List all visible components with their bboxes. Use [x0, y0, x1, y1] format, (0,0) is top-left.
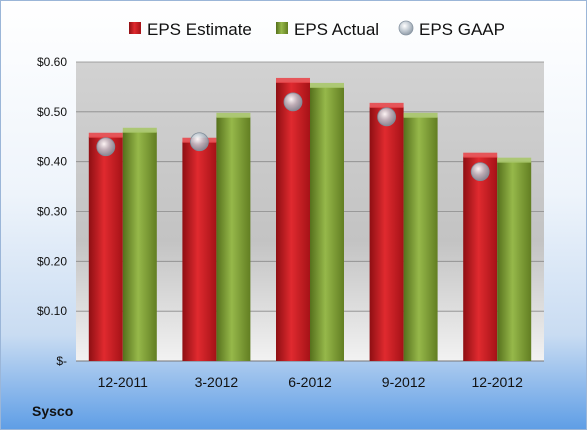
- bar-eps-estimate-cap: [463, 152, 498, 158]
- bar-eps-estimate: [463, 156, 498, 361]
- legend-item-actual: EPS Actual: [276, 20, 379, 39]
- x-tick-label: 9-2012: [382, 374, 426, 390]
- y-tick-label: $0.10: [37, 304, 67, 318]
- legend-item-gaap: EPS GAAP: [398, 20, 505, 39]
- legend-swatch-estimate: [129, 22, 141, 34]
- bar-eps-actual-cap: [216, 112, 251, 118]
- x-tick-label: 12-2012: [472, 374, 524, 390]
- legend-label-gaap: EPS GAAP: [419, 20, 505, 39]
- y-tick-label: $0.30: [37, 205, 67, 219]
- bar-eps-actual: [122, 131, 157, 361]
- legend-swatch-actual: [276, 22, 288, 34]
- bars: [88, 77, 532, 362]
- legend-swatch-gaap: [398, 20, 414, 36]
- bar-eps-actual-cap: [122, 127, 157, 133]
- bar-eps-actual-cap: [403, 112, 438, 118]
- bar-eps-actual: [403, 116, 438, 361]
- bar-eps-estimate-cap: [88, 132, 123, 138]
- x-axis-labels: 12-2011 3-2012 6-2012 9-2012 12-2012: [98, 374, 523, 390]
- bar-eps-actual-cap: [310, 82, 344, 88]
- marker-eps-gaap: [96, 137, 116, 157]
- bar-eps-estimate-cap: [369, 102, 404, 108]
- y-tick-label: $0.60: [37, 55, 67, 69]
- legend: EPS Estimate EPS Actual EPS GAAP: [129, 20, 505, 39]
- bar-eps-estimate: [276, 81, 310, 361]
- bar-eps-estimate-cap: [276, 77, 310, 83]
- marker-eps-gaap: [470, 162, 490, 182]
- x-tick-label: 6-2012: [288, 374, 332, 390]
- marker-eps-gaap: [283, 92, 303, 112]
- y-axis-ticks: $- $0.10 $0.20 $0.30 $0.40 $0.50 $0.60: [37, 55, 67, 368]
- legend-label-estimate: EPS Estimate: [147, 20, 252, 39]
- marker-eps-gaap: [377, 107, 397, 127]
- bar-eps-actual: [310, 86, 344, 362]
- bar-eps-estimate: [182, 141, 217, 361]
- bar-eps-estimate: [369, 106, 404, 361]
- x-tick-label: 12-2011: [98, 374, 149, 390]
- bar-eps-actual: [216, 116, 251, 361]
- x-tick-label: 3-2012: [195, 374, 239, 390]
- y-tick-label: $0.50: [37, 105, 67, 119]
- y-tick-label: $0.20: [37, 254, 67, 268]
- company-name: Sysco: [32, 403, 74, 419]
- bar-eps-actual-cap: [497, 157, 532, 163]
- gaap-markers: [96, 92, 490, 182]
- marker-eps-gaap: [189, 132, 209, 152]
- bar-eps-estimate: [88, 136, 123, 361]
- y-tick-label: $0.40: [37, 155, 67, 169]
- y-tick-label: $-: [56, 354, 67, 368]
- legend-label-actual: EPS Actual: [294, 20, 379, 39]
- legend-item-estimate: EPS Estimate: [129, 20, 252, 39]
- bar-eps-actual: [497, 161, 532, 361]
